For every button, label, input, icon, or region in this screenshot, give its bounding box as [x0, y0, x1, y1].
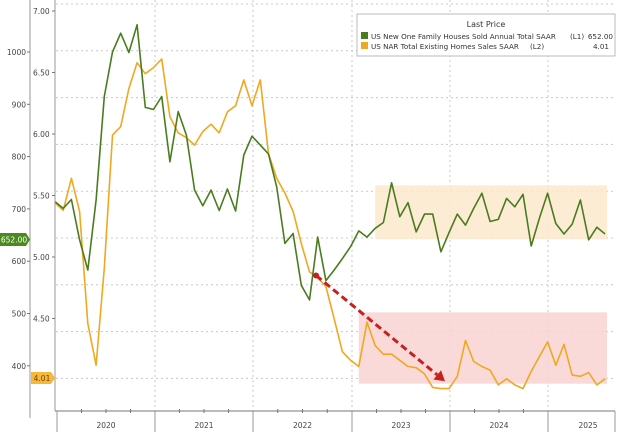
- y-left-tick-label: 800: [12, 153, 27, 162]
- y-left-tick-label: 700: [12, 205, 27, 214]
- y-right-tick-label: 7.00: [33, 7, 50, 16]
- y-left-tick-label: 600: [12, 257, 27, 266]
- legend-entry-l1: US New One Family Houses Sold Annual Tot…: [371, 32, 556, 41]
- x-year-label: 2024: [489, 421, 508, 430]
- x-year-label: 2022: [293, 421, 312, 430]
- y-right-tick-label: 6.50: [33, 69, 50, 78]
- y-left-tick-label: 400: [12, 362, 27, 371]
- legend-axis-l2: (L2): [530, 42, 544, 51]
- arrow-start: [313, 272, 319, 278]
- y-right-tick-label: 4.50: [33, 315, 50, 324]
- y-right-tick-label: 5.00: [33, 253, 50, 262]
- y-left-tick-label: 500: [12, 310, 27, 319]
- y-left-tick-label: 900: [12, 100, 27, 109]
- x-year-label: 2025: [578, 421, 597, 430]
- y-right-tick-label: 6.00: [33, 130, 50, 139]
- series-line-new-home-sales: [55, 25, 605, 300]
- legend: Last Price US New One Family Houses Sold…: [357, 14, 615, 56]
- y-right-tick-label: 5.50: [33, 192, 50, 201]
- legend-entry-l2: US NAR Total Existing Homes Sales SAAR: [371, 42, 519, 51]
- legend-axis-l1: (L1): [570, 32, 584, 41]
- x-year-label: 2023: [391, 421, 410, 430]
- legend-last-l1: 652.00: [588, 32, 614, 41]
- legend-swatch-l1: [361, 32, 368, 39]
- legend-swatch-l2: [361, 42, 368, 49]
- legend-last-l2: 4.01: [593, 42, 609, 51]
- badge-right: 4.01: [34, 374, 51, 383]
- x-year-label: 2020: [96, 421, 115, 430]
- legend-header: Last Price: [467, 20, 506, 29]
- y-left-tick-label: 1000: [7, 48, 26, 57]
- x-year-label: 2021: [194, 421, 213, 430]
- badge-left: 652.00: [1, 236, 27, 245]
- range-band: [359, 312, 607, 383]
